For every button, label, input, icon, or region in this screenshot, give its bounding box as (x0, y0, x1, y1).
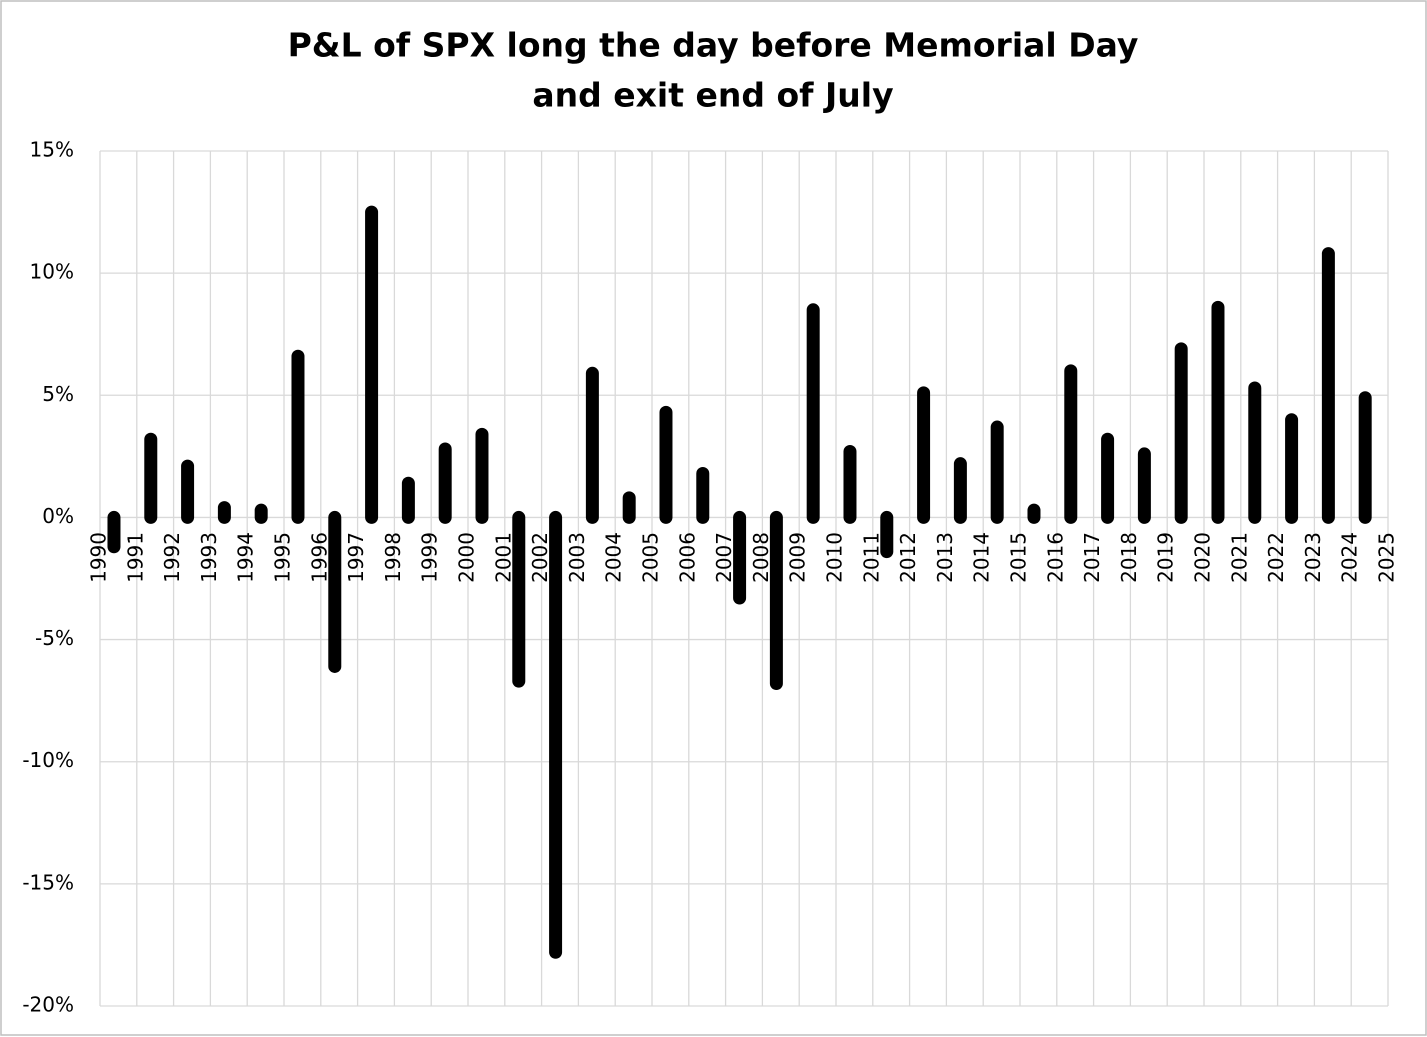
x-tick-label: 1994 (234, 532, 258, 583)
x-tick-label: 1998 (381, 532, 405, 583)
x-tick-label: 2023 (1301, 532, 1325, 583)
x-tick-label: 2024 (1338, 532, 1362, 583)
x-tick-label: 2015 (1007, 532, 1031, 583)
x-tick-label: 2025 (1375, 532, 1399, 583)
x-tick-label: 1990 (87, 532, 111, 583)
x-tick-label: 2002 (528, 532, 552, 583)
x-tick-label: 2006 (675, 532, 699, 583)
x-tick-label: 2005 (639, 532, 663, 583)
x-tick-label: 2014 (970, 532, 994, 583)
x-tick-label: 2018 (1117, 532, 1141, 583)
x-tick-label: 2013 (933, 532, 957, 583)
x-tick-label: 1996 (307, 532, 331, 583)
x-tick-label: 2009 (786, 532, 810, 583)
y-tick-label: 10% (30, 260, 74, 284)
x-tick-label: 2017 (1080, 532, 1104, 583)
x-tick-label: 2004 (602, 532, 626, 583)
x-tick-label: 1991 (123, 532, 147, 583)
x-tick-label: 2020 (1191, 532, 1215, 583)
x-tick-label: 2000 (455, 532, 479, 583)
y-tick-label: 15% (30, 138, 74, 162)
y-tick-label: -20% (22, 993, 74, 1017)
x-tick-label: 2007 (712, 532, 736, 583)
x-tick-label: 2021 (1227, 532, 1251, 583)
x-tick-label: 2016 (1043, 532, 1067, 583)
y-tick-label: -15% (22, 870, 74, 894)
x-tick-label: 1999 (418, 532, 442, 583)
chart-title: P&L of SPX long the day before Memorial … (288, 26, 1139, 65)
y-tick-label: -5% (35, 626, 74, 650)
x-tick-label: 2008 (749, 532, 773, 583)
x-tick-label: 2022 (1264, 532, 1288, 583)
x-tick-label: 2011 (859, 532, 883, 583)
chart-title: and exit end of July (532, 76, 893, 115)
y-tick-label: -10% (22, 748, 74, 772)
x-tick-label: 1992 (160, 532, 184, 583)
x-tick-label: 1997 (344, 532, 368, 583)
x-tick-label: 1995 (271, 532, 295, 583)
x-tick-label: 2003 (565, 532, 589, 583)
y-tick-label: 5% (42, 382, 74, 406)
y-tick-label: 0% (42, 504, 74, 528)
x-tick-label: 2010 (823, 532, 847, 583)
x-tick-label: 2001 (491, 532, 515, 583)
x-tick-label: 1993 (197, 532, 221, 583)
x-tick-label: 2012 (896, 532, 920, 583)
x-tick-label: 2019 (1154, 532, 1178, 583)
